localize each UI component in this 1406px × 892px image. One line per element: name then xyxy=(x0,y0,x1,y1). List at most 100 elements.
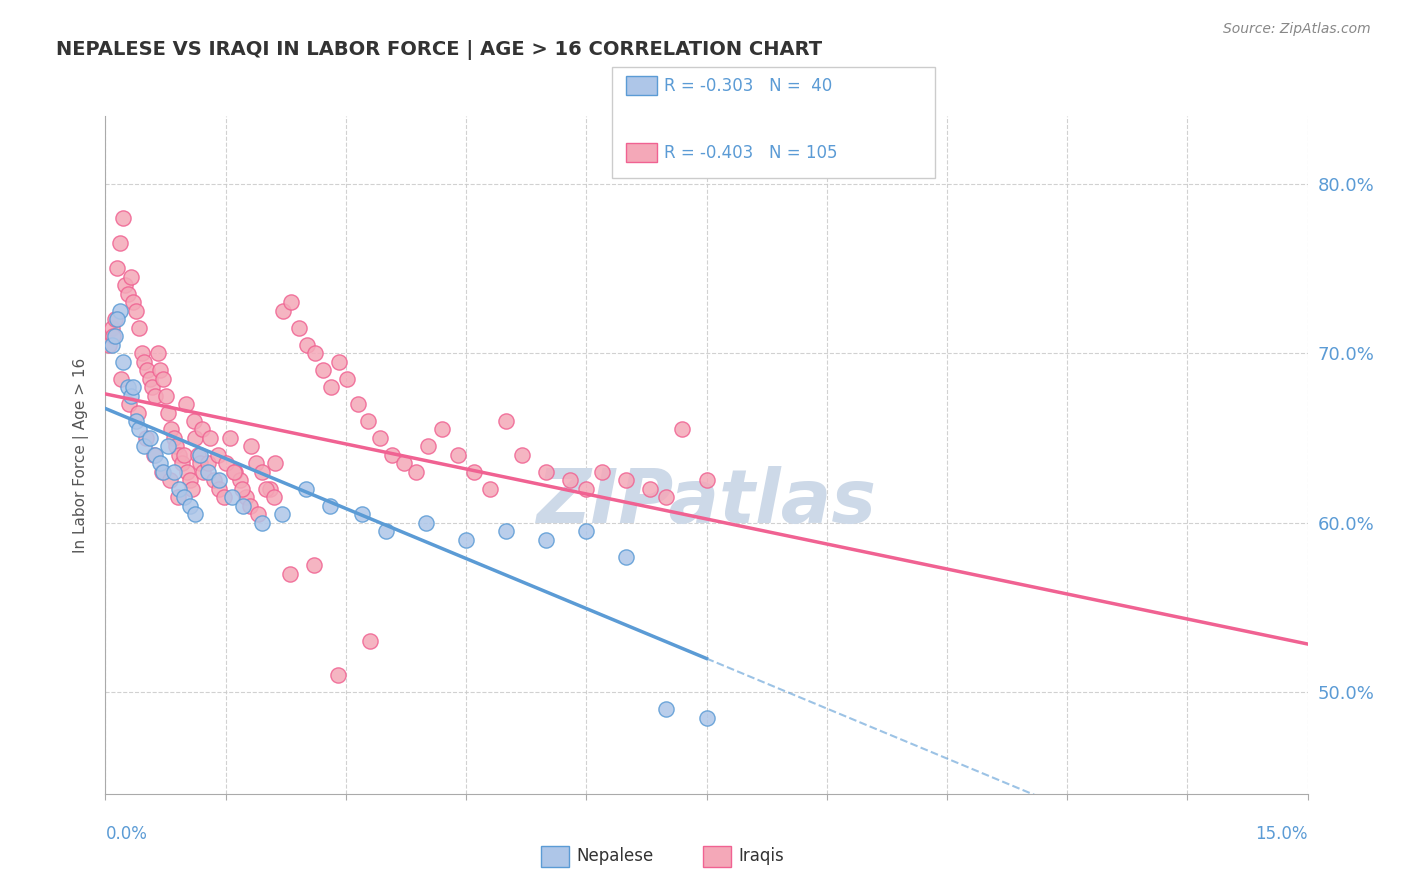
Point xyxy=(368,431,391,445)
Point xyxy=(221,490,243,504)
Point xyxy=(162,431,184,445)
Point xyxy=(149,363,172,377)
Point xyxy=(495,414,517,428)
Point xyxy=(655,702,678,716)
Point xyxy=(197,465,219,479)
Point xyxy=(655,490,678,504)
Text: Nepalese: Nepalese xyxy=(576,847,654,865)
Point xyxy=(117,380,139,394)
Point xyxy=(107,261,129,276)
Point xyxy=(184,507,207,521)
Point xyxy=(193,465,215,479)
Point xyxy=(297,338,319,352)
Point xyxy=(246,507,269,521)
Point xyxy=(150,465,173,479)
Point xyxy=(160,423,183,437)
Point xyxy=(167,448,190,462)
Point xyxy=(254,482,277,496)
Point xyxy=(495,524,517,539)
Point xyxy=(120,270,142,285)
Text: ZIPatlas: ZIPatlas xyxy=(537,466,876,539)
Point xyxy=(173,490,195,504)
Point xyxy=(359,634,381,648)
Point xyxy=(167,482,190,496)
Point xyxy=(165,440,187,454)
Point xyxy=(112,211,135,225)
Point xyxy=(222,465,245,479)
Point xyxy=(560,474,582,488)
Point xyxy=(110,371,132,385)
Point xyxy=(197,457,219,471)
Point xyxy=(207,448,229,462)
Point xyxy=(138,371,160,385)
Point xyxy=(534,465,557,479)
Point xyxy=(319,499,342,513)
Point xyxy=(696,474,718,488)
Point xyxy=(231,482,253,496)
Point xyxy=(381,448,404,462)
Point xyxy=(190,423,212,437)
Point xyxy=(640,482,662,496)
Text: R = -0.403   N = 105: R = -0.403 N = 105 xyxy=(664,144,837,161)
Point xyxy=(128,321,150,335)
Point xyxy=(108,304,131,318)
Text: Iraqis: Iraqis xyxy=(738,847,785,865)
Point xyxy=(143,389,166,403)
Point xyxy=(575,482,598,496)
Point xyxy=(374,524,398,539)
Point xyxy=(198,431,221,445)
Point xyxy=(447,448,470,462)
Point xyxy=(179,499,201,513)
Point xyxy=(128,423,150,437)
Point xyxy=(288,321,311,335)
Point xyxy=(336,371,359,385)
Point xyxy=(405,465,427,479)
Point xyxy=(179,474,201,488)
Point xyxy=(415,516,437,530)
Point xyxy=(183,414,205,428)
Point xyxy=(326,668,349,682)
Point xyxy=(162,465,184,479)
Point xyxy=(131,346,153,360)
Point xyxy=(575,524,598,539)
Point xyxy=(696,710,718,724)
Point xyxy=(208,474,231,488)
Point xyxy=(229,474,252,488)
Point xyxy=(104,329,127,343)
Point xyxy=(159,474,181,488)
Point xyxy=(456,533,478,547)
Point xyxy=(107,312,129,326)
Y-axis label: In Labor Force | Age > 16: In Labor Force | Age > 16 xyxy=(73,358,90,552)
Point xyxy=(156,440,179,454)
Point xyxy=(98,338,121,352)
Point xyxy=(208,482,231,496)
Point xyxy=(212,490,235,504)
Point xyxy=(122,295,145,310)
Point xyxy=(184,431,207,445)
Point xyxy=(479,482,502,496)
Point xyxy=(430,423,453,437)
Text: NEPALESE VS IRAQI IN LABOR FORCE | AGE > 16 CORRELATION CHART: NEPALESE VS IRAQI IN LABOR FORCE | AGE >… xyxy=(56,40,823,60)
Point xyxy=(280,295,302,310)
Point xyxy=(250,465,273,479)
Point xyxy=(616,549,638,564)
Point xyxy=(143,448,166,462)
Point xyxy=(250,516,273,530)
Point xyxy=(302,558,325,573)
Point xyxy=(188,457,211,471)
Point xyxy=(127,406,149,420)
Point xyxy=(103,329,125,343)
Point xyxy=(142,448,165,462)
Point xyxy=(187,448,209,462)
Point xyxy=(463,465,485,479)
Point xyxy=(357,414,380,428)
Point xyxy=(224,465,246,479)
Point xyxy=(321,380,343,394)
Point xyxy=(152,465,174,479)
Point xyxy=(264,457,287,471)
Point xyxy=(181,482,204,496)
Point xyxy=(112,355,135,369)
Point xyxy=(263,490,285,504)
Point xyxy=(278,566,301,581)
Point xyxy=(101,338,124,352)
